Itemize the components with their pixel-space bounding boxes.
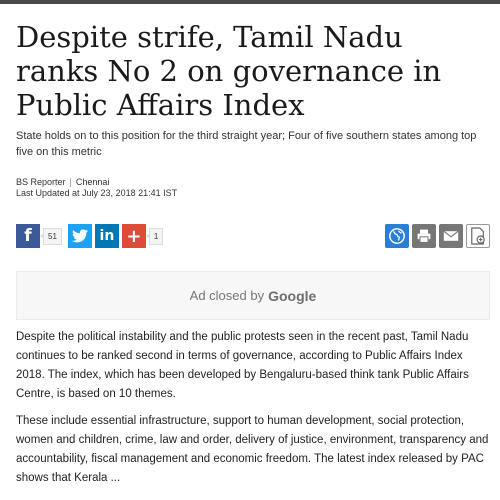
twitter-icon	[71, 229, 88, 243]
byline-separator: |	[69, 177, 72, 187]
byline-author-line: BS Reporter | Chennai	[16, 177, 177, 188]
facebook-share-count: 51	[40, 227, 62, 245]
globe-icon	[389, 228, 405, 244]
twitter-share-button[interactable]	[67, 224, 92, 248]
linkedin-share-button[interactable]: in	[94, 224, 119, 248]
headline: Despite strife, Tamil Nadu ranks No 2 on…	[16, 20, 442, 122]
facebook-share-button[interactable]: f	[16, 224, 40, 248]
google-plus-icon: +	[126, 225, 142, 247]
last-updated: Last Updated at July 23, 2018 21:41 IST	[16, 188, 178, 198]
byline-location: Chennai	[75, 177, 110, 187]
email-button[interactable]	[439, 224, 463, 248]
article-tools	[385, 224, 490, 248]
plus-share-button[interactable]: +	[121, 224, 146, 248]
author-name[interactable]: BS Reporter	[16, 177, 66, 187]
byline: BS Reporter | Chennai Last Updated at July…	[16, 177, 177, 199]
plus-share-count: 1	[145, 227, 164, 245]
facebook-icon: f	[24, 226, 32, 246]
print-icon	[417, 229, 431, 243]
share-bar: f 51 in + 1	[16, 224, 169, 248]
top-bar	[0, 0, 500, 4]
subheadline: State holds on to this position for the …	[16, 130, 477, 158]
article-paragraph: Despite the political instability and th…	[16, 331, 469, 400]
google-logo-text: Google	[268, 287, 317, 304]
language-button[interactable]	[385, 224, 409, 248]
ad-closed-text: Ad closed by	[189, 288, 265, 303]
article-paragraph: These include essential infrastructure, …	[16, 415, 489, 484]
save-article-icon	[471, 227, 485, 245]
save-article-button[interactable]	[466, 224, 490, 248]
linkedin-icon: in	[99, 228, 115, 244]
print-button[interactable]	[412, 224, 436, 248]
email-icon	[443, 230, 459, 241]
ad-closed-banner: Ad closed by Google	[16, 271, 490, 320]
